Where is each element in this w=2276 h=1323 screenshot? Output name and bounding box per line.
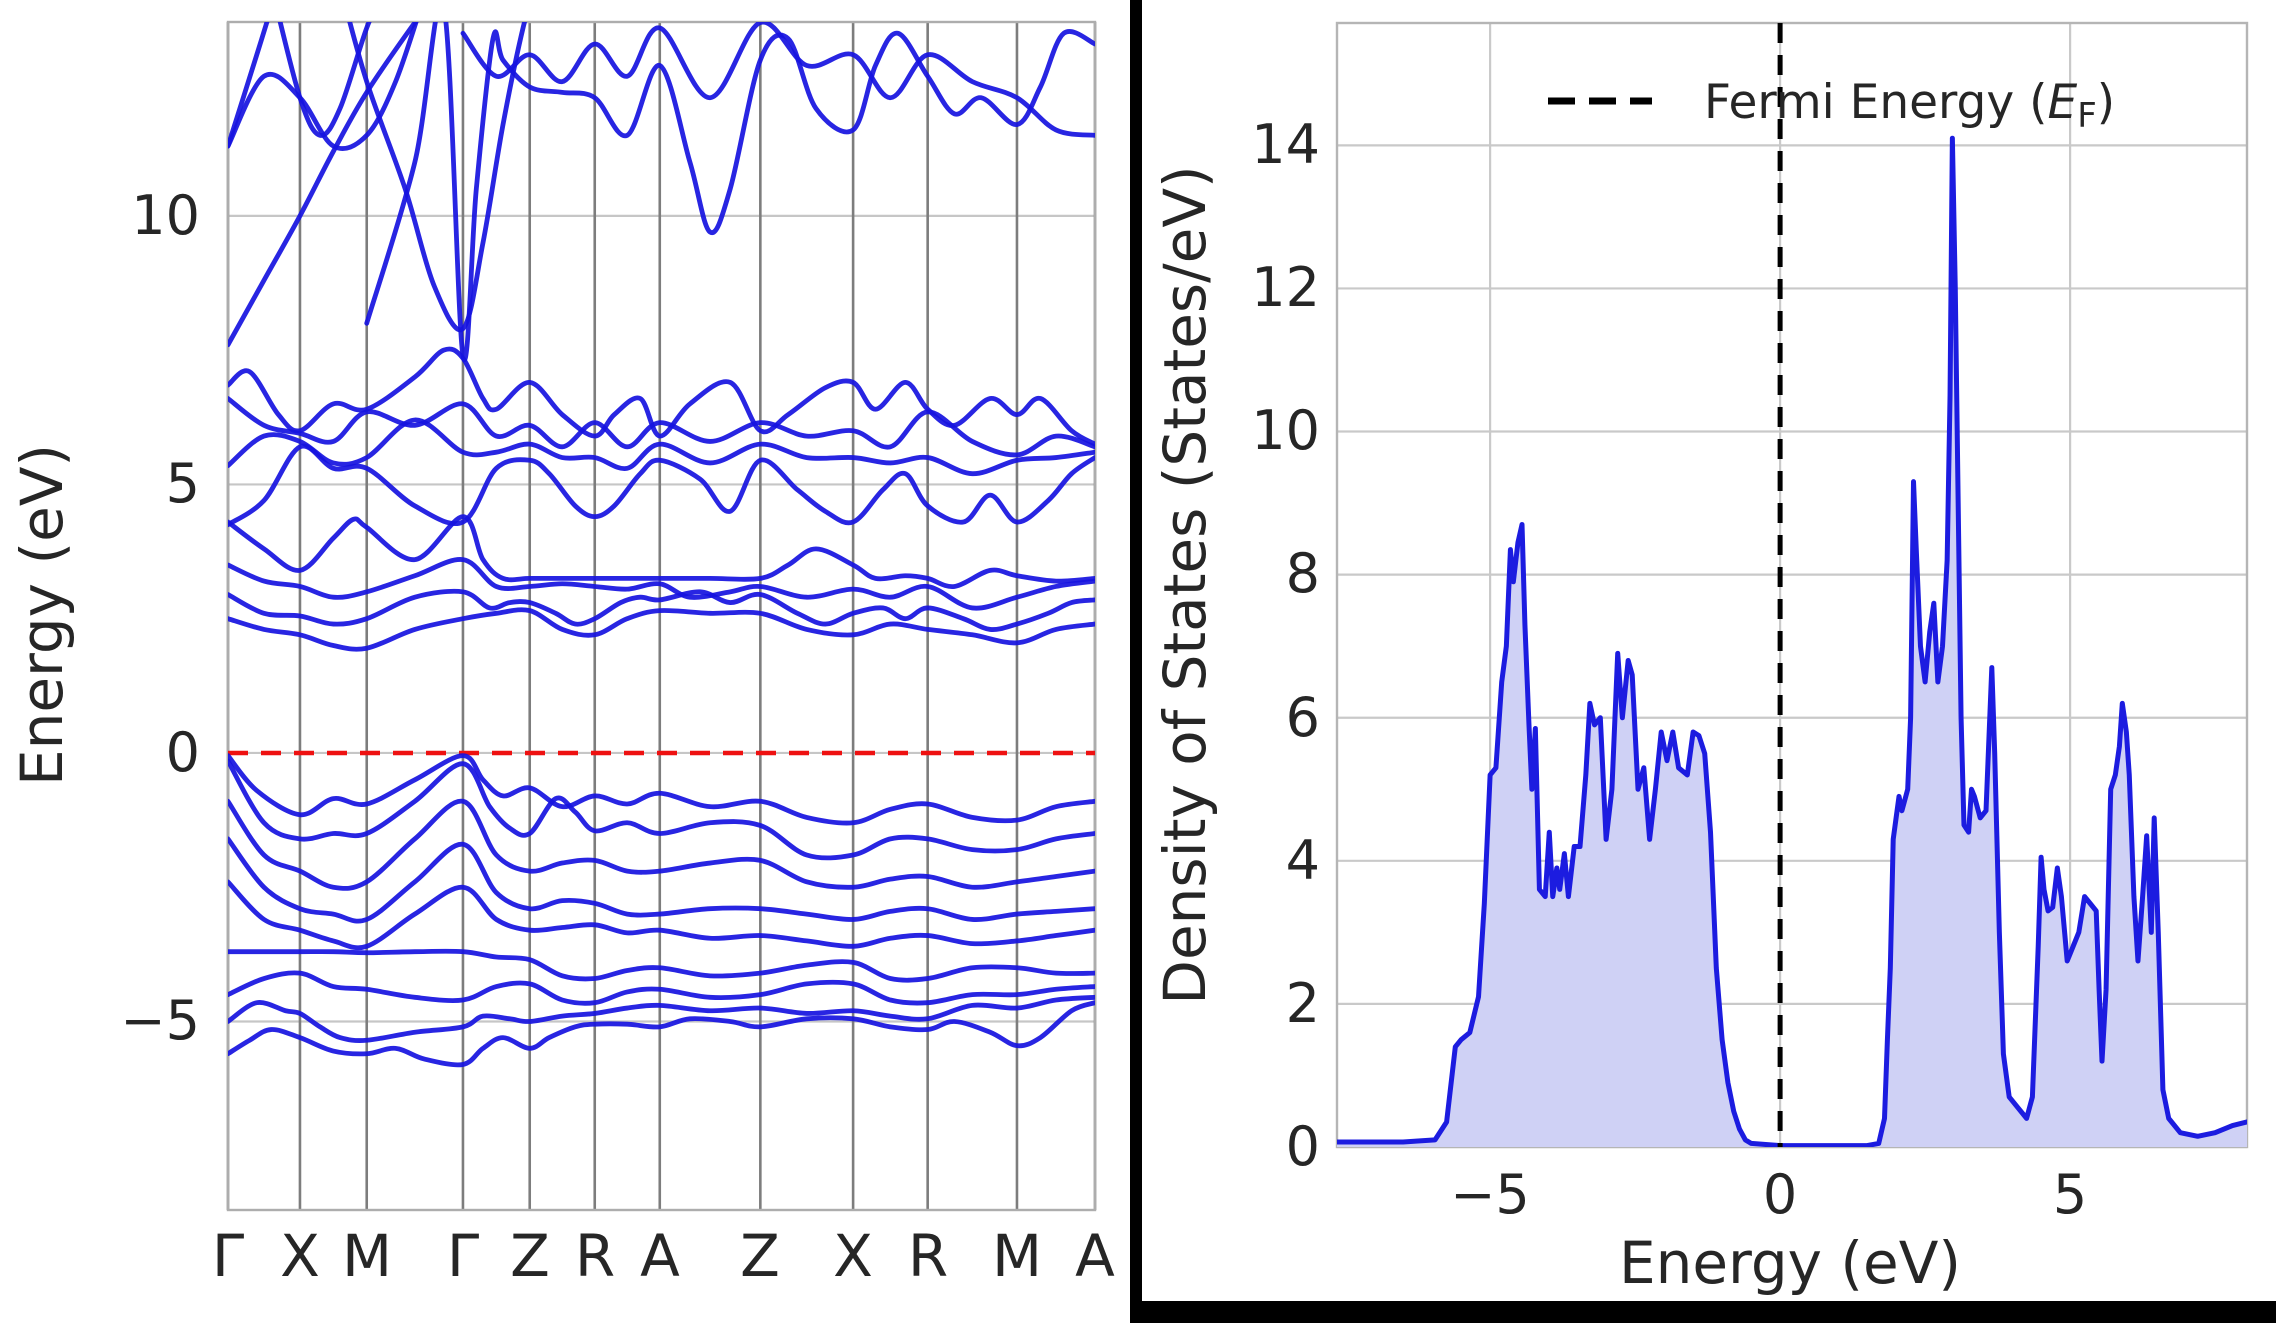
dos-ytick-14: 14 [1251,113,1320,176]
dos-x-axis-label: Energy (eV) [1619,1229,1961,1297]
dos-legend: Fermi Energy (EF) [1548,75,2115,136]
kpoint-gamma-2: Γ [447,1222,479,1290]
kpoint-r-1: R [575,1222,615,1290]
kpoint-m-2: M [992,1222,1042,1290]
panel-divider-bar [1130,0,1142,1323]
kpoint-gamma-1: Γ [212,1222,244,1290]
kpoint-r-2: R [908,1222,948,1290]
kpoint-m-1: M [342,1222,392,1290]
dos-curve [1337,135,2247,1147]
band-ytick-5: 5 [166,452,200,515]
kpoint-z-2: Z [740,1222,780,1290]
band-structure-panel: Energy (eV) 10 5 0 −5 Γ X M Γ Z R A Z X … [8,20,1115,1290]
dos-ytick-2: 2 [1286,972,1320,1035]
kpoint-x-2: X [833,1222,873,1290]
band-plot-border [226,20,1097,1212]
kpoint-z-1: Z [510,1222,550,1290]
kpoint-x-1: X [280,1222,320,1290]
band-y-tick-labels: 10 5 0 −5 [120,184,200,1052]
dos-ytick-8: 8 [1286,542,1320,605]
kpoint-a-2: A [1075,1222,1115,1290]
dos-y-tick-labels: 0 2 4 6 8 10 12 14 [1251,113,1320,1178]
band-curves [228,22,1095,1068]
dos-xtick-0: 0 [1763,1163,1797,1226]
dos-ytick-4: 4 [1286,829,1320,892]
band-ytick-10: 10 [131,184,200,247]
dos-x-tick-labels: −5 0 5 [1450,1163,2087,1226]
band-y-axis-label: Energy (eV) [8,444,76,786]
band-ytick-0: 0 [166,721,200,784]
dos-ytick-10: 10 [1251,399,1320,462]
dos-xtick-m5: −5 [1450,1163,1530,1226]
band-gridlines [226,22,1097,1210]
dos-ytick-12: 12 [1251,256,1320,319]
bottom-black-strip [1130,1301,2276,1323]
dos-ytick-6: 6 [1286,686,1320,749]
dos-panel: Fermi Energy (EF) Density of States (Sta… [1151,21,2249,1297]
band-k-point-labels: Γ X M Γ Z R A Z X R M A [212,1222,1115,1290]
legend-label: Fermi Energy (EF) [1704,75,2115,136]
dos-y-axis-label: Density of States (States/eV) [1151,165,1219,1004]
dos-ytick-0: 0 [1286,1115,1320,1178]
band-ytick-m5: −5 [120,989,200,1052]
kpoint-a-1: A [640,1222,680,1290]
dos-xtick-5: 5 [2053,1163,2087,1226]
